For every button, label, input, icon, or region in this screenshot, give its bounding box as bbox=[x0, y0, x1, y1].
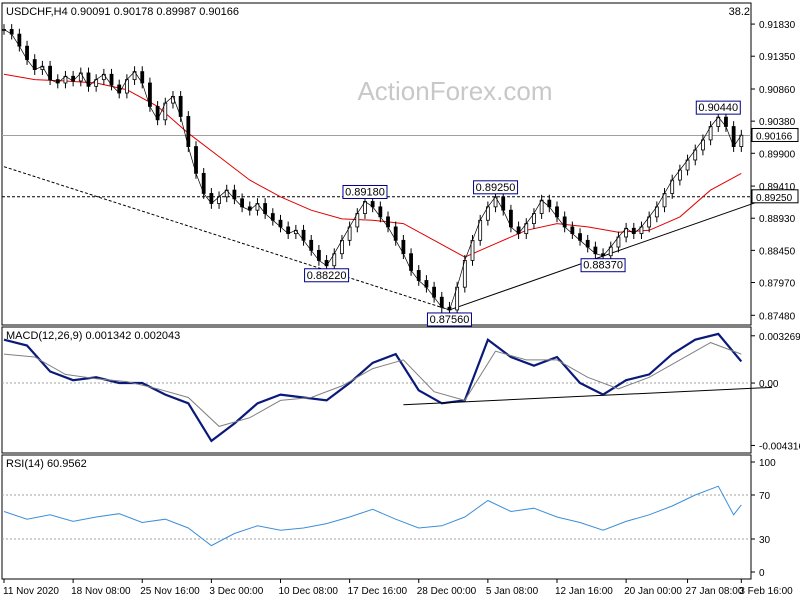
x-tick-label: 20 Jan 00:00 bbox=[624, 586, 682, 597]
rsi-ytick-label: 100 bbox=[759, 458, 776, 469]
price-ytick-label: 0.91830 bbox=[759, 20, 796, 31]
price-ytick-label: 0.90860 bbox=[759, 85, 796, 96]
support-line-tag: 0.89250 bbox=[756, 193, 793, 204]
rsi-line bbox=[3, 485, 742, 547]
corner-value: 38.2 bbox=[729, 6, 750, 18]
macd-trend-line bbox=[403, 386, 773, 406]
macd-signal-line bbox=[3, 342, 742, 427]
x-tick-label: 25 Nov 16:00 bbox=[140, 586, 200, 597]
macd-ytick-label: 0.00 bbox=[759, 379, 779, 390]
annotation-label: 0.87560 bbox=[430, 314, 470, 326]
price-path bbox=[3, 29, 742, 311]
price-ytick-label: 0.87480 bbox=[759, 311, 796, 322]
price-ytick-label: 0.89410 bbox=[759, 182, 796, 193]
x-tick-label: 27 Jan 08:00 bbox=[686, 586, 744, 597]
annotation-label: 0.88370 bbox=[583, 260, 623, 272]
macd-ytick-label: 0.003269 bbox=[759, 332, 800, 343]
x-tick-label: 12 Jan 16:00 bbox=[555, 586, 613, 597]
current-price-tag: 0.90166 bbox=[756, 131, 793, 142]
annotation-box bbox=[304, 268, 350, 283]
macd-line bbox=[3, 332, 743, 443]
annotation-label: 0.89180 bbox=[345, 186, 385, 198]
annotation-box bbox=[473, 180, 519, 195]
annotation-box bbox=[695, 100, 741, 115]
price-ytick-label: 0.89900 bbox=[759, 149, 796, 160]
x-tick-label: 10 Dec 08:00 bbox=[278, 586, 338, 597]
x-tick-label: 5 Jan 08:00 bbox=[486, 586, 539, 597]
price-ytick-label: 0.88450 bbox=[759, 246, 796, 257]
price-panel bbox=[1, 2, 752, 326]
current-price-tag-box bbox=[751, 127, 799, 142]
rsi-title: RSI(14) 60.9562 bbox=[6, 458, 87, 470]
x-tick-label: 3 Feb 16:00 bbox=[739, 586, 793, 597]
trend-line bbox=[3, 166, 450, 311]
macd-plot bbox=[2, 332, 773, 443]
rsi-ytick-label: 70 bbox=[759, 491, 771, 502]
watermark: ActionForex.com bbox=[357, 76, 552, 106]
price-candle bbox=[739, 134, 744, 147]
support-line-tag-box bbox=[751, 189, 799, 204]
x-axis: 11 Nov 2020 18 Nov 08:00 25 Nov 16:00 3 Dec… bbox=[3, 579, 793, 597]
annotation-label: 0.88220 bbox=[307, 270, 347, 282]
annotation-box bbox=[342, 184, 388, 199]
price-title: USDCHF,H4 0.90091 0.90178 0.89987 0.9016… bbox=[6, 6, 239, 18]
price-ytick-label: 0.90380 bbox=[759, 117, 796, 128]
x-tick-label: 11 Nov 2020 bbox=[3, 586, 59, 597]
annotation-box bbox=[426, 312, 472, 327]
y-axes: 0.91830 0.91350 0.90860 0.90380 0.89900 0.894… bbox=[751, 20, 800, 579]
x-tick-label: 28 Dec 00:00 bbox=[417, 586, 477, 597]
rsi-plot bbox=[2, 485, 751, 547]
macd-title: MACD(12,26,9) 0.001342 0.002043 bbox=[6, 330, 180, 342]
rsi-ytick-label: 0 bbox=[759, 568, 765, 579]
price-ytick-label: 0.88930 bbox=[759, 214, 796, 225]
rsi-ytick-label: 30 bbox=[759, 535, 771, 546]
annotation-label: 0.89250 bbox=[476, 182, 516, 194]
price-plot: 0.89180 0.88220 0.87560 0.89250 0.88370 0.904… bbox=[2, 24, 773, 327]
x-tick-label: 17 Dec 16:00 bbox=[348, 586, 408, 597]
macd-ytick-label: -0.004316 bbox=[759, 441, 800, 452]
price-ytick-label: 0.91350 bbox=[759, 52, 796, 63]
price-ytick-label: 0.87970 bbox=[759, 279, 796, 290]
macd-panel bbox=[1, 326, 752, 454]
x-tick-label: 18 Nov 08:00 bbox=[71, 586, 131, 597]
rsi-panel bbox=[1, 454, 752, 580]
annotation-label: 0.90440 bbox=[698, 102, 738, 114]
annotation-box bbox=[580, 258, 626, 273]
x-tick-label: 3 Dec 00:00 bbox=[209, 586, 263, 597]
